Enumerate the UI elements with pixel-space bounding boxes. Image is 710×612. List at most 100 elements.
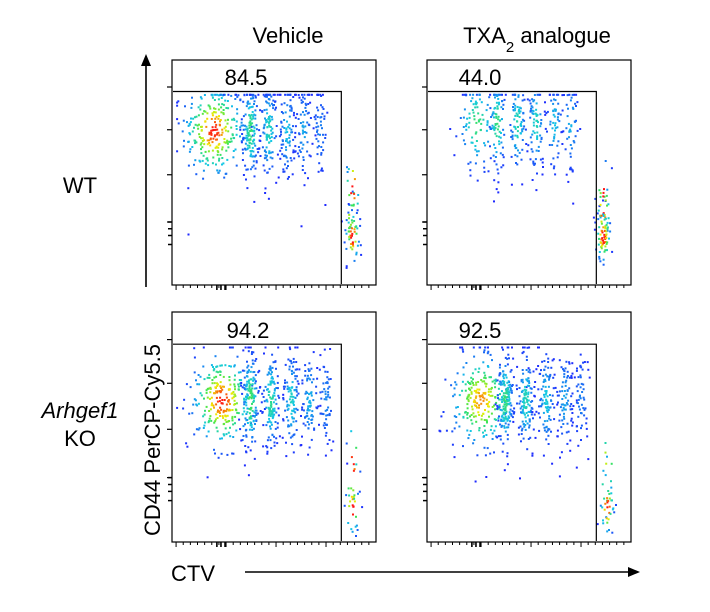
density-dot xyxy=(199,104,202,107)
density-dot xyxy=(551,359,554,362)
density-dot xyxy=(476,154,479,157)
density-dot xyxy=(231,452,234,455)
density-dot xyxy=(294,375,297,378)
density-dot xyxy=(192,403,195,406)
density-dot xyxy=(539,416,541,419)
density-dot xyxy=(289,395,292,398)
density-dot xyxy=(323,388,326,391)
density-dot xyxy=(585,417,588,420)
density-dot xyxy=(249,93,251,96)
density-dot xyxy=(236,95,239,98)
density-dot xyxy=(253,395,256,398)
density-dot xyxy=(215,370,218,373)
density-dot xyxy=(272,409,275,412)
density-dot xyxy=(521,427,524,430)
density-dot xyxy=(353,230,356,233)
density-dot xyxy=(485,398,488,401)
density-dot xyxy=(509,413,512,415)
density-dot xyxy=(271,434,274,437)
density-dot xyxy=(501,100,503,103)
density-dot xyxy=(214,420,217,423)
density-dot xyxy=(544,385,547,388)
density-dot xyxy=(348,505,351,508)
density-dot xyxy=(485,476,488,478)
density-dot xyxy=(265,119,267,122)
density-dot xyxy=(278,396,281,399)
density-dot xyxy=(305,104,308,107)
density-dot xyxy=(521,410,524,412)
density-dot xyxy=(539,93,542,96)
density-dot xyxy=(291,373,293,375)
density-dot xyxy=(350,456,353,459)
density-dot xyxy=(475,420,478,423)
density-dot xyxy=(248,146,251,149)
density-dot xyxy=(319,391,322,394)
density-dot xyxy=(298,96,301,99)
density-dot xyxy=(527,391,530,394)
density-dot xyxy=(273,382,276,385)
density-dot xyxy=(318,368,321,371)
density-dot xyxy=(209,397,211,400)
density-dot xyxy=(282,397,285,399)
density-dot xyxy=(252,414,255,417)
density-dot xyxy=(504,365,507,367)
density-dot xyxy=(546,402,549,405)
density-dot xyxy=(222,433,225,436)
density-dot xyxy=(176,101,179,104)
density-dot xyxy=(233,393,236,396)
density-dot xyxy=(263,95,266,98)
density-dot xyxy=(218,115,220,118)
density-dot xyxy=(531,179,534,181)
density-dot xyxy=(262,93,265,96)
density-dot xyxy=(245,105,248,108)
density-dot xyxy=(451,443,454,446)
density-dot xyxy=(269,427,272,430)
density-dot xyxy=(347,221,350,224)
density-dot xyxy=(509,124,512,126)
density-dot xyxy=(467,437,470,440)
density-dot xyxy=(253,113,256,116)
density-dot xyxy=(230,346,233,349)
density-dot xyxy=(257,93,260,96)
density-dot xyxy=(500,419,503,422)
density-dot xyxy=(572,140,575,142)
density-dot xyxy=(244,429,247,432)
density-dot xyxy=(543,426,546,429)
density-dot xyxy=(474,100,477,103)
density-dot xyxy=(268,141,271,144)
density-dot xyxy=(554,129,556,132)
density-dot xyxy=(605,223,608,226)
density-dot xyxy=(485,403,488,406)
density-dot xyxy=(302,159,305,161)
density-dot xyxy=(274,421,277,423)
density-dot xyxy=(516,388,518,391)
density-dot xyxy=(553,137,556,140)
density-dot xyxy=(556,116,559,119)
density-dot xyxy=(602,195,605,198)
density-dot xyxy=(271,371,273,374)
density-dot xyxy=(209,408,212,411)
density-dot xyxy=(504,413,507,416)
density-dot xyxy=(528,426,531,429)
density-dot xyxy=(510,414,513,417)
density-dot xyxy=(318,162,321,165)
density-dot xyxy=(304,424,307,427)
axis-ticks xyxy=(167,86,370,290)
density-dot xyxy=(360,253,363,256)
density-dot xyxy=(497,181,500,184)
density-dot xyxy=(216,390,219,393)
density-dot xyxy=(505,392,508,394)
density-dot xyxy=(291,386,294,389)
density-dot xyxy=(476,402,479,405)
density-dot xyxy=(212,366,214,368)
density-dot xyxy=(576,430,579,433)
density-dot xyxy=(473,115,476,118)
density-dot xyxy=(248,106,251,109)
density-dot xyxy=(317,109,320,112)
density-dot xyxy=(544,403,547,405)
density-dot xyxy=(217,409,219,412)
density-dot xyxy=(200,142,203,145)
density-dot xyxy=(294,116,297,119)
density-dot xyxy=(605,194,608,197)
density-dot xyxy=(501,424,503,427)
